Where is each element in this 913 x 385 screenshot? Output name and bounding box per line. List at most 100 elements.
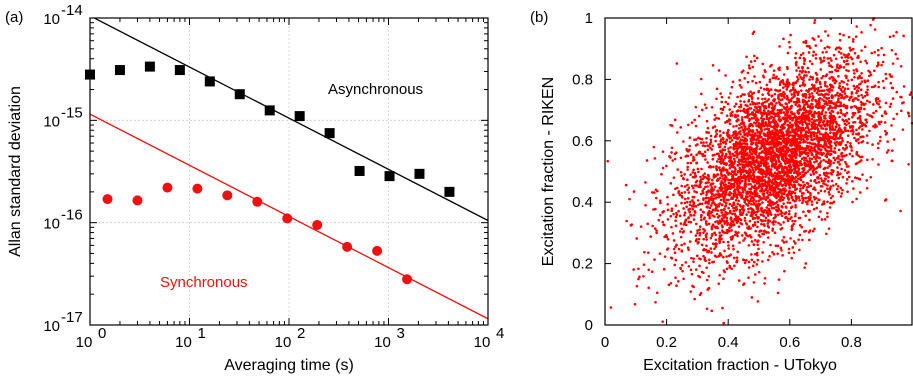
data-point — [853, 75, 856, 79]
data-point — [877, 53, 880, 57]
data-point — [866, 141, 869, 145]
data-point — [804, 70, 807, 74]
data-point — [754, 143, 758, 146]
data-point — [729, 146, 732, 149]
data-point — [802, 210, 805, 214]
data-point — [833, 128, 837, 131]
data-point — [728, 118, 732, 122]
data-point — [809, 192, 812, 195]
data-point — [849, 49, 852, 52]
data-point — [829, 201, 832, 205]
data-point — [798, 107, 802, 111]
data-point — [816, 106, 820, 110]
data-point — [801, 123, 804, 127]
data-point — [819, 177, 823, 180]
data-point — [850, 115, 854, 119]
data-point — [890, 75, 894, 78]
data-point — [770, 140, 773, 143]
data-point — [872, 103, 875, 106]
data-point — [821, 120, 825, 124]
data-point — [816, 89, 820, 93]
data-point — [779, 180, 783, 183]
data-point — [673, 263, 677, 267]
data-point — [832, 131, 835, 135]
data-point — [768, 198, 772, 202]
data-point — [786, 85, 789, 89]
data-point — [798, 172, 802, 176]
data-point — [785, 108, 788, 112]
data-point — [742, 168, 745, 171]
data-point — [765, 211, 769, 214]
data-point — [855, 128, 858, 132]
data-point — [764, 152, 768, 156]
data-point — [688, 210, 691, 214]
data-point — [838, 93, 842, 97]
data-point — [691, 195, 695, 199]
data-point — [823, 167, 826, 170]
data-point — [655, 229, 658, 232]
data-point — [842, 130, 845, 134]
data-point — [782, 235, 786, 239]
data-point — [818, 120, 821, 124]
data-point — [705, 141, 708, 144]
data-point — [782, 90, 785, 94]
data-point — [807, 185, 811, 188]
data-point — [686, 165, 689, 169]
data-point — [747, 127, 751, 130]
data-point — [747, 244, 751, 247]
data-point — [735, 194, 739, 197]
data-point — [724, 121, 727, 124]
data-point — [753, 221, 757, 224]
data-point — [807, 196, 810, 199]
data-point — [728, 202, 732, 206]
data-point — [751, 166, 754, 169]
data-point — [748, 219, 752, 223]
data-point — [746, 110, 750, 113]
data-point — [750, 142, 753, 146]
data-point — [718, 231, 721, 234]
data-point — [729, 184, 733, 188]
data-point — [819, 105, 823, 109]
data-point — [682, 207, 685, 210]
data-point — [794, 179, 798, 183]
data-point — [778, 174, 782, 178]
data-point — [730, 229, 733, 232]
data-point — [877, 80, 880, 84]
data-point — [705, 307, 709, 311]
data-point — [739, 103, 743, 107]
data-point — [683, 173, 686, 176]
data-point — [837, 137, 841, 140]
data-point — [771, 109, 774, 112]
data-point — [814, 119, 818, 122]
data-point — [694, 205, 698, 208]
data-point — [826, 160, 830, 164]
data-point — [707, 274, 711, 278]
data-point — [742, 123, 746, 126]
data-point — [708, 212, 712, 215]
data-point — [699, 92, 703, 96]
data-point — [766, 133, 770, 137]
data-point — [770, 94, 773, 98]
data-point — [757, 162, 760, 165]
data-point — [749, 199, 752, 203]
data-point — [785, 138, 788, 142]
data-point — [834, 182, 838, 186]
data-point — [842, 103, 846, 107]
data-point — [866, 85, 869, 88]
data-point — [705, 190, 708, 194]
data-point — [733, 188, 737, 191]
data-point — [907, 162, 910, 166]
data-point — [842, 66, 846, 69]
data-point — [794, 199, 797, 202]
data-point — [756, 160, 760, 163]
data-point — [877, 85, 880, 89]
data-point — [837, 50, 841, 54]
data-point — [775, 133, 778, 136]
data-point — [725, 267, 729, 271]
data-point — [683, 201, 687, 205]
data-point — [793, 191, 797, 195]
data-point — [851, 111, 855, 115]
data-point — [841, 85, 845, 89]
data-point — [699, 141, 703, 144]
data-point — [832, 184, 835, 187]
